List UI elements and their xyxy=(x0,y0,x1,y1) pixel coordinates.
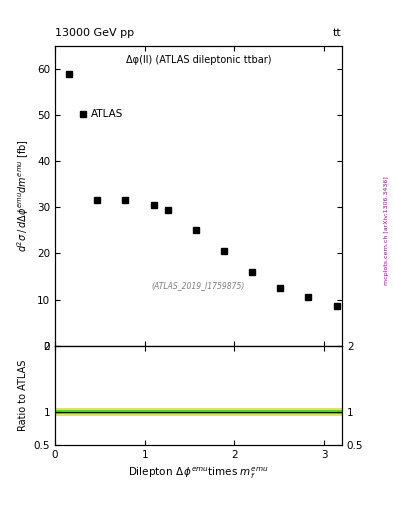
ATLAS xyxy=(123,197,128,203)
ATLAS xyxy=(95,197,99,203)
Line: ATLAS: ATLAS xyxy=(66,71,340,309)
Text: Δφ(ll) (ATLAS dileptonic ttbar): Δφ(ll) (ATLAS dileptonic ttbar) xyxy=(126,55,271,65)
Y-axis label: Ratio to ATLAS: Ratio to ATLAS xyxy=(18,360,28,431)
ATLAS xyxy=(165,206,170,213)
ATLAS xyxy=(306,294,311,300)
Text: (ATLAS_2019_I1759875): (ATLAS_2019_I1759875) xyxy=(152,281,245,290)
ATLAS xyxy=(193,227,198,233)
ATLAS xyxy=(278,285,283,291)
Text: mcplots.cern.ch [arXiv:1306.3436]: mcplots.cern.ch [arXiv:1306.3436] xyxy=(384,176,389,285)
ATLAS xyxy=(334,303,339,309)
ATLAS xyxy=(67,71,72,77)
ATLAS xyxy=(250,269,255,275)
X-axis label: Dilepton $\Delta\,\phi^{emu}$times $m_f^{emu}$: Dilepton $\Delta\,\phi^{emu}$times $m_f^… xyxy=(128,466,269,481)
Y-axis label: $d^2\sigma\,/\,d\Delta\phi^{emu}dm^{emu}$ [fb]: $d^2\sigma\,/\,d\Delta\phi^{emu}dm^{emu}… xyxy=(16,139,31,252)
Text: 13000 GeV pp: 13000 GeV pp xyxy=(55,28,134,38)
ATLAS xyxy=(222,248,226,254)
ATLAS xyxy=(151,202,156,208)
Text: tt: tt xyxy=(333,28,342,38)
Legend: ATLAS: ATLAS xyxy=(75,105,128,123)
